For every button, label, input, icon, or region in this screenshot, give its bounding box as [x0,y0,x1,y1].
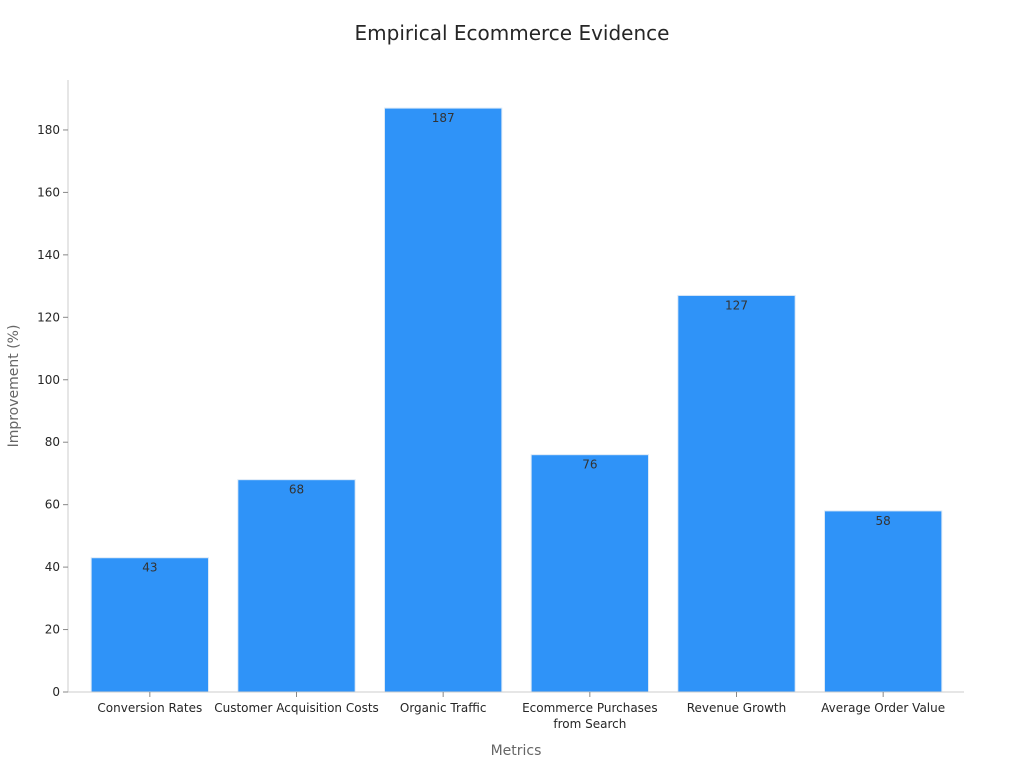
x-ticks-group: Conversion Rates Customer Acquisition Cos… [97,692,945,731]
bar-1 [90,557,209,693]
y-tick-label-160: 160 [37,185,60,199]
x-tick-label-2: Customer Acquisition Costs [214,701,379,715]
x-tick-label-6: Average Order Value [821,701,945,715]
x-tick-label-5: Revenue Growth [687,701,787,715]
y-tick-label-100: 100 [37,373,60,387]
y-tick-label-40: 40 [45,560,60,574]
data-labels-group: 43 68 187 76 127 58 [142,111,891,575]
data-label-2: 68 [289,483,304,497]
bar-5 [677,294,796,693]
bar-6 [824,510,943,693]
x-tick-label-3: Organic Traffic [400,701,487,715]
data-label-6: 58 [876,514,891,528]
y-tick-label-80: 80 [45,435,60,449]
bar-4 [530,454,650,693]
y-tick-label-120: 120 [37,310,60,324]
data-label-1: 43 [142,561,157,575]
x-tick-label-4: Ecommerce Purchases from Search [522,701,658,731]
y-axis-label: Improvement (%) [6,325,22,448]
bar-2 [237,479,356,693]
bar-3 [384,107,503,693]
x-axis-label: Metrics [491,743,542,759]
y-tick-label-140: 140 [37,248,60,262]
y-tick-label-60: 60 [45,498,60,512]
y-ticks-group: 0 20 40 60 80 100 120 140 160 180 [37,123,68,699]
chart-title: Empirical Ecommerce Evidence [355,21,670,45]
y-tick-label-180: 180 [37,123,60,137]
y-tick-label-20: 20 [45,623,60,637]
x-tick-label-1: Conversion Rates [97,701,202,715]
y-tick-label-0: 0 [52,685,60,699]
data-label-5: 127 [725,298,748,312]
data-label-4: 76 [582,458,597,472]
bars-group [90,107,943,693]
data-label-3: 187 [432,111,455,125]
